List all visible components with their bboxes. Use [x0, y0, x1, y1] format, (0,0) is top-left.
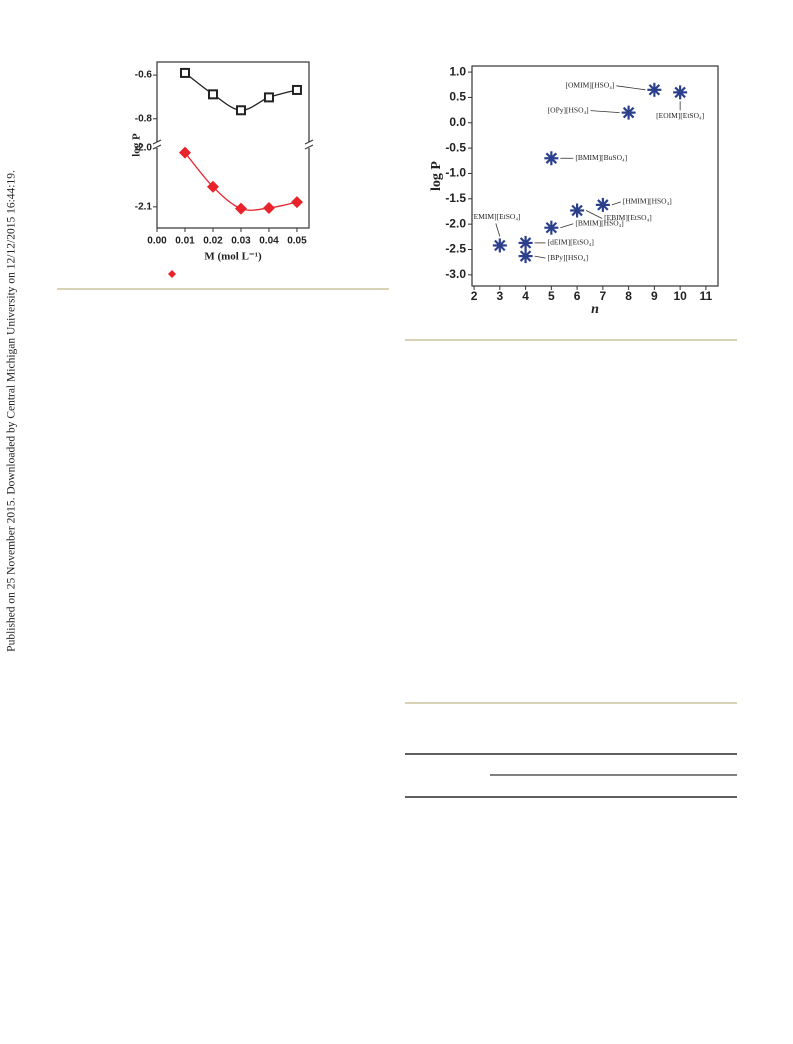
- arrow: [585, 210, 603, 219]
- marker: [544, 220, 559, 235]
- x-tick-label: 0.01: [175, 236, 195, 247]
- arrow: [534, 255, 546, 259]
- point-label: [OPy][HSO₄]: [548, 105, 589, 114]
- point-label: [EOIM][EtSO₄]: [656, 111, 704, 120]
- arrow: [495, 223, 501, 237]
- marker: [262, 201, 275, 214]
- x-tick-label: 10: [673, 289, 687, 303]
- x-tick-label: 6: [574, 289, 581, 303]
- break-mark: [152, 144, 162, 150]
- x-axis-label: M (mol L⁻¹): [204, 251, 262, 263]
- point-label: [EBIM][EtSO₄]: [604, 213, 652, 222]
- marker: [544, 151, 559, 166]
- break-mark: [304, 139, 314, 145]
- y-axis-label: log P: [131, 133, 143, 157]
- x-tick-label: 0.03: [231, 236, 251, 247]
- plot-frame: [156, 61, 310, 229]
- y-tick-label: 0.0: [449, 115, 466, 129]
- marker: [291, 84, 302, 95]
- x-tick-label: 0.04: [259, 236, 279, 247]
- x-tick-label: 0.02: [203, 236, 223, 247]
- fit-line: [184, 72, 298, 111]
- marker: [647, 82, 662, 97]
- arrow: [560, 223, 574, 229]
- point-label: [OMIM][HSO₄]: [565, 81, 614, 90]
- y-tick-label: -2.0: [135, 143, 153, 154]
- y-tick-label: -0.6: [135, 70, 153, 81]
- x-tick-label: 0.00: [147, 236, 167, 247]
- point-label: [dEIM][EtSO₄]: [548, 238, 594, 247]
- point-label: [BMIM][HSO₄]: [575, 218, 623, 227]
- point-label: [BPy][HSO₄]: [548, 253, 589, 262]
- point-label: [HMIM][HSO₄]: [623, 197, 672, 206]
- y-tick-label: 0.5: [449, 90, 466, 104]
- fit-line: [184, 152, 298, 211]
- x-tick-label: 9: [651, 289, 658, 303]
- marker: [518, 249, 533, 264]
- marker: [290, 196, 303, 209]
- marker: [570, 203, 585, 218]
- x-tick-label: 0.05: [287, 236, 307, 247]
- arrow: [611, 201, 621, 206]
- point-label: [BMIM][BuSO₄]: [575, 153, 627, 162]
- legend-marker: [168, 270, 176, 278]
- y-tick-label: -2.0: [445, 216, 466, 230]
- plot-frame: [471, 65, 719, 287]
- y-tick-label: -1.5: [445, 191, 466, 205]
- y-tick-label: -1.0: [445, 166, 466, 180]
- arrow: [616, 85, 646, 91]
- marker: [179, 67, 190, 78]
- axis-break: [152, 142, 162, 148]
- y-tick-label: -3.0: [445, 267, 466, 281]
- x-tick-label: 4: [522, 289, 529, 303]
- marker: [234, 202, 247, 215]
- marker: [178, 146, 191, 159]
- x-tick-label: 3: [496, 289, 503, 303]
- y-tick-label: -2.5: [445, 242, 466, 256]
- x-tick-label: 8: [625, 289, 632, 303]
- x-tick-label: 5: [548, 289, 555, 303]
- x-tick-label: 11: [700, 289, 713, 303]
- break-mark: [304, 144, 314, 150]
- y-tick-label: -0.8: [135, 113, 153, 124]
- marker: [263, 92, 274, 103]
- y-tick-label: -2.1: [135, 201, 153, 212]
- x-tick-label: 2: [471, 289, 478, 303]
- x-tick-label: 7: [600, 289, 607, 303]
- marker: [206, 180, 219, 193]
- marker: [621, 105, 636, 120]
- axis-break: [304, 142, 314, 148]
- marker: [492, 238, 507, 253]
- x-axis-label: n: [591, 302, 599, 317]
- break-mark: [152, 139, 162, 145]
- y-axis-label: log P: [429, 161, 444, 191]
- marker: [207, 89, 218, 100]
- y-tick-label: 1.0: [449, 64, 466, 78]
- point-label: [EMIM][EtSO₄]: [471, 212, 520, 221]
- sidebar: Published on 25 November 2015. Downloade…: [6, 170, 18, 652]
- marker: [673, 85, 688, 100]
- arrow: [590, 110, 620, 114]
- marker: [595, 197, 610, 212]
- y-tick-label: -0.5: [445, 140, 466, 154]
- marker: [518, 235, 533, 250]
- marker: [235, 105, 246, 116]
